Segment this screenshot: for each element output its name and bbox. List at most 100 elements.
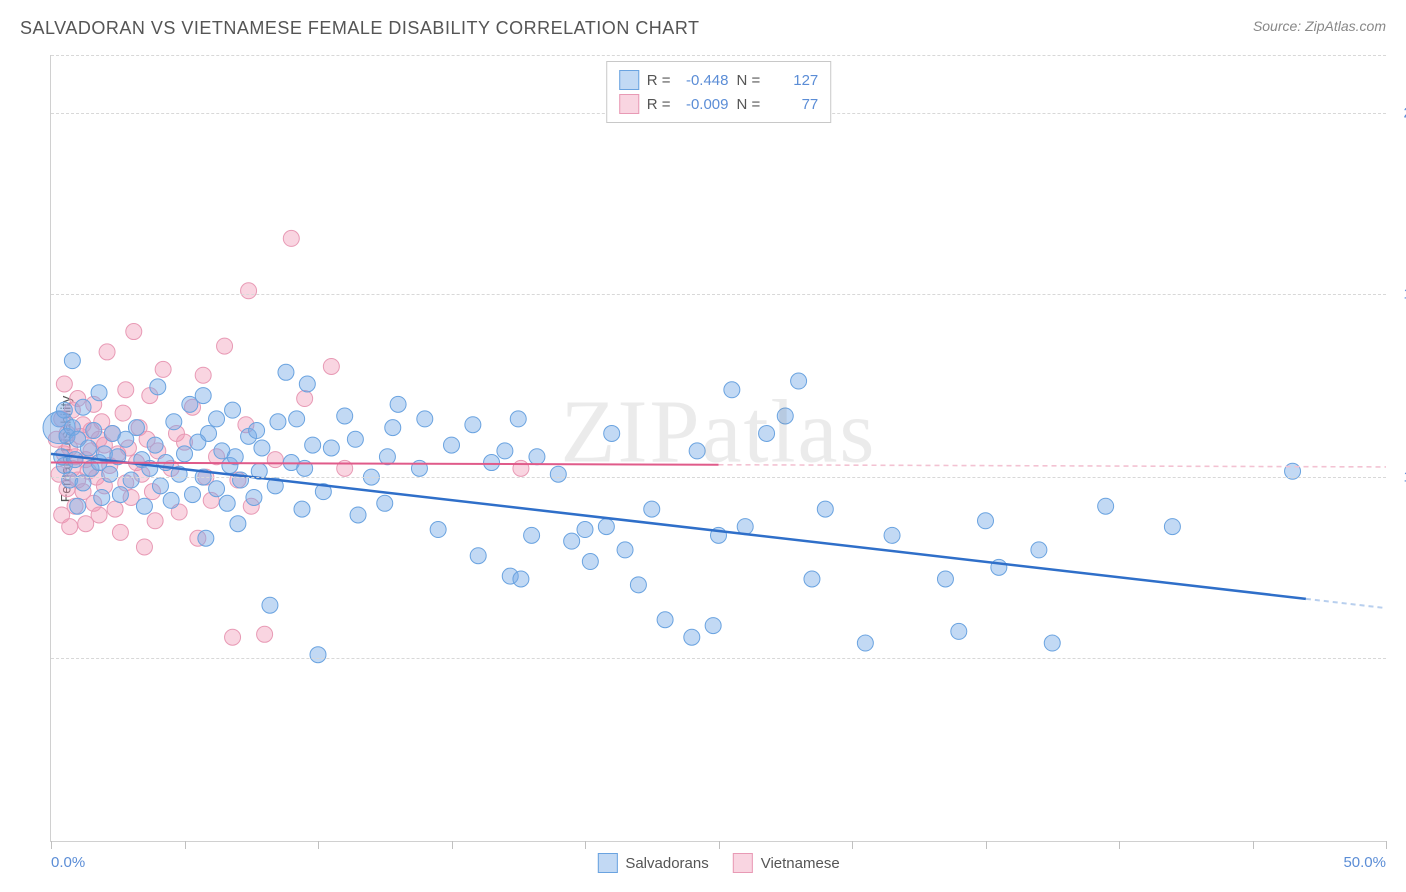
legend-swatch-vietnamese — [733, 853, 753, 873]
data-point — [56, 402, 72, 418]
data-point — [195, 388, 211, 404]
chart-area: Female Disability ZIPatlas R = -0.448 N … — [50, 55, 1386, 842]
gridline — [51, 477, 1386, 478]
data-point — [56, 376, 72, 392]
data-point — [724, 382, 740, 398]
data-point — [390, 396, 406, 412]
source-label: Source: ZipAtlas.com — [1253, 18, 1386, 34]
data-point — [323, 440, 339, 456]
data-point — [102, 466, 118, 482]
data-point — [225, 402, 241, 418]
data-point — [254, 440, 270, 456]
data-point — [350, 507, 366, 523]
data-point — [136, 539, 152, 555]
data-point — [283, 230, 299, 246]
data-point — [564, 533, 580, 549]
x-tick — [585, 841, 586, 849]
data-point — [857, 635, 873, 651]
data-point — [67, 452, 83, 468]
data-point — [582, 554, 598, 570]
data-point — [759, 425, 775, 441]
n-value: 127 — [768, 72, 818, 89]
data-point — [201, 425, 217, 441]
data-point — [684, 629, 700, 645]
data-point — [417, 411, 433, 427]
n-label: N = — [737, 96, 761, 113]
n-value: 77 — [768, 96, 818, 113]
data-point — [112, 524, 128, 540]
legend-swatch-salvadorans — [597, 853, 617, 873]
data-point — [513, 571, 529, 587]
data-point — [465, 417, 481, 433]
x-tick — [852, 841, 853, 849]
data-point — [337, 408, 353, 424]
r-value: -0.009 — [679, 96, 729, 113]
data-point — [150, 379, 166, 395]
data-point — [94, 489, 110, 505]
y-tick-label: 25.0% — [1391, 105, 1406, 122]
x-tick — [1253, 841, 1254, 849]
data-point — [297, 391, 313, 407]
data-point — [91, 507, 107, 523]
data-point — [299, 376, 315, 392]
data-point — [777, 408, 793, 424]
series-legend: Salvadorans Vietnamese — [597, 853, 839, 873]
data-point — [1031, 542, 1047, 558]
x-tick — [185, 841, 186, 849]
data-point — [147, 513, 163, 529]
trend-line-extrapolated — [1306, 599, 1386, 608]
data-point — [550, 466, 566, 482]
data-point — [305, 437, 321, 453]
data-point — [817, 501, 833, 517]
data-point — [241, 283, 257, 299]
data-point — [249, 423, 265, 439]
data-point — [1098, 498, 1114, 514]
data-point — [804, 571, 820, 587]
data-point — [163, 492, 179, 508]
data-point — [123, 472, 139, 488]
data-point — [80, 440, 96, 456]
data-point — [937, 571, 953, 587]
x-tick — [1119, 841, 1120, 849]
data-point — [310, 647, 326, 663]
data-point — [294, 501, 310, 517]
data-point — [385, 420, 401, 436]
x-tick — [318, 841, 319, 849]
chart-header: SALVADORAN VS VIETNAMESE FEMALE DISABILI… — [0, 0, 1406, 47]
n-label: N = — [737, 72, 761, 89]
data-point — [577, 522, 593, 538]
data-point — [617, 542, 633, 558]
gridline — [51, 658, 1386, 659]
legend-row: R = -0.009 N = 77 — [619, 92, 819, 116]
x-tick — [452, 841, 453, 849]
data-point — [347, 431, 363, 447]
legend-label: Vietnamese — [761, 855, 840, 872]
x-tick — [986, 841, 987, 849]
data-point — [951, 623, 967, 639]
data-point — [99, 344, 115, 360]
x-tick — [719, 841, 720, 849]
data-point — [219, 495, 235, 511]
legend-item-vietnamese: Vietnamese — [733, 853, 840, 873]
trend-line-extrapolated — [719, 465, 1387, 467]
data-point — [185, 487, 201, 503]
data-point — [147, 437, 163, 453]
legend-item-salvadorans: Salvadorans — [597, 853, 708, 873]
data-point — [262, 597, 278, 613]
data-point — [978, 513, 994, 529]
data-point — [524, 527, 540, 543]
r-label: R = — [647, 96, 671, 113]
data-point — [195, 367, 211, 383]
data-point — [152, 478, 168, 494]
scatter-svg — [51, 55, 1386, 841]
x-tick-label: 50.0% — [1343, 854, 1386, 871]
y-tick-label: 6.3% — [1391, 649, 1406, 666]
data-point — [644, 501, 660, 517]
data-point — [86, 423, 102, 439]
data-point — [209, 411, 225, 427]
data-point — [166, 414, 182, 430]
data-point — [1164, 519, 1180, 535]
data-point — [657, 612, 673, 628]
data-point — [155, 361, 171, 377]
data-point — [604, 425, 620, 441]
